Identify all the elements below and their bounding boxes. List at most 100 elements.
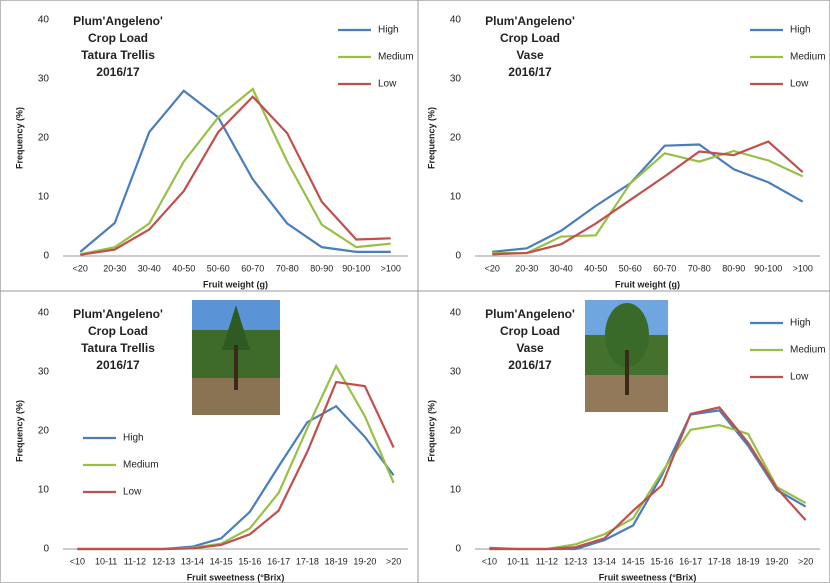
legend-label: Low <box>378 79 397 90</box>
x-tick-label: 17-18 <box>708 556 731 566</box>
x-tick-label: 30-40 <box>138 263 161 273</box>
y-tick-label: 10 <box>38 192 50 203</box>
chart-title: Vase <box>516 341 544 355</box>
legend-label: Low <box>790 372 809 383</box>
y-tick-label: 40 <box>38 15 50 26</box>
legend-label: Medium <box>790 345 826 356</box>
x-axis-label: Fruit sweetness (°Brix) <box>187 572 285 582</box>
x-tick-label: 18-19 <box>737 556 760 566</box>
series-line <box>79 89 391 253</box>
y-tick-label: 40 <box>38 308 50 319</box>
x-axis-label: Fruit weight (g) <box>615 279 680 289</box>
x-tick-label: <10 <box>482 556 497 566</box>
x-tick-label: 19-20 <box>353 556 376 566</box>
x-tick-label: 40-50 <box>584 263 607 273</box>
y-tick-label: 20 <box>38 133 50 144</box>
chart-title: Crop Load <box>88 324 148 338</box>
x-tick-label: 20-30 <box>515 263 538 273</box>
y-tick-label: 10 <box>450 192 462 203</box>
x-tick-label: 90-100 <box>342 263 370 273</box>
series-line <box>489 406 807 551</box>
x-tick-label: 16-17 <box>679 556 702 566</box>
y-tick-label: 30 <box>38 74 50 85</box>
x-tick-label: 20-30 <box>103 263 126 273</box>
chart-title: 2016/17 <box>96 358 140 372</box>
x-tick-label: >100 <box>793 263 813 273</box>
y-tick-label: 0 <box>455 544 461 555</box>
x-tick-label: 90-100 <box>754 263 782 273</box>
x-tick-label: 13-14 <box>181 556 204 566</box>
x-tick-label: >100 <box>381 263 401 273</box>
chart-title: Crop Load <box>500 324 560 338</box>
chart-title: Crop Load <box>500 31 560 45</box>
chart-title: 2016/17 <box>96 65 140 79</box>
chart-title: Tatura Trellis <box>81 341 155 355</box>
legend-label: Medium <box>378 52 414 63</box>
y-axis-label: Frequency (%) <box>14 400 24 462</box>
y-tick-label: 10 <box>450 485 462 496</box>
y-tick-label: 30 <box>450 367 462 378</box>
y-axis-label: Frequency (%) <box>14 107 24 169</box>
x-tick-label: 11-12 <box>536 556 558 566</box>
x-tick-label: 15-16 <box>650 556 673 566</box>
y-tick-label: 30 <box>450 74 462 85</box>
x-tick-label: 80-90 <box>310 263 333 273</box>
y-axis-label: Frequency (%) <box>426 107 436 169</box>
x-tick-label: 10-11 <box>507 556 529 566</box>
x-tick-label: <20 <box>73 263 88 273</box>
x-tick-label: <10 <box>70 556 85 566</box>
x-tick-label: 13-14 <box>593 556 616 566</box>
y-tick-label: 0 <box>43 251 49 262</box>
chart-title: 2016/17 <box>508 358 552 372</box>
x-tick-label: >20 <box>386 556 401 566</box>
series-line <box>80 95 391 256</box>
legend-label: Low <box>123 487 142 498</box>
x-tick-label: 10-11 <box>95 556 117 566</box>
y-tick-label: 40 <box>450 15 462 26</box>
series-line <box>77 380 395 551</box>
legend-label: High <box>790 25 811 36</box>
x-tick-label: 60-70 <box>241 263 264 273</box>
x-tick-label: <20 <box>485 263 500 273</box>
x-tick-label: 12-13 <box>564 556 587 566</box>
photo <box>192 300 280 415</box>
x-tick-label: 19-20 <box>765 556 788 566</box>
y-tick-label: 20 <box>38 426 50 437</box>
y-tick-label: 30 <box>38 367 50 378</box>
legend-label: Medium <box>790 52 826 63</box>
x-axis-label: Fruit weight (g) <box>203 279 268 289</box>
chart-title: Plum'Angeleno' <box>73 14 163 28</box>
x-tick-label: 12-13 <box>152 556 175 566</box>
series-line <box>492 143 804 253</box>
x-tick-label: 50-60 <box>207 263 230 273</box>
x-tick-label: 80-90 <box>722 263 745 273</box>
series-line <box>492 140 804 256</box>
x-axis-label: Fruit sweetness (°Brix) <box>599 572 697 582</box>
legend-label: Medium <box>123 460 159 471</box>
x-tick-label: 60-70 <box>653 263 676 273</box>
y-tick-label: 0 <box>455 251 461 262</box>
x-tick-label: 14-15 <box>622 556 645 566</box>
x-tick-label: 18-19 <box>325 556 348 566</box>
series-line <box>80 87 391 256</box>
legend-label: Low <box>790 79 809 90</box>
y-tick-label: 10 <box>38 485 50 496</box>
chart-title: Plum'Angeleno' <box>485 307 575 321</box>
x-tick-label: 16-17 <box>267 556 290 566</box>
y-tick-label: 20 <box>450 133 462 144</box>
x-tick-label: 14-15 <box>210 556 233 566</box>
x-tick-label: >20 <box>798 556 813 566</box>
y-tick-label: 0 <box>43 544 49 555</box>
chart-title: 2016/17 <box>508 65 552 79</box>
y-tick-label: 20 <box>450 426 462 437</box>
x-tick-label: 15-16 <box>238 556 261 566</box>
y-tick-label: 40 <box>450 308 462 319</box>
x-tick-label: 40-50 <box>172 263 195 273</box>
chart-title: Plum'Angeleno' <box>73 307 163 321</box>
chart-title: Tatura Trellis <box>81 48 155 62</box>
photo <box>585 300 668 412</box>
legend-label: High <box>123 433 144 444</box>
x-tick-label: 17-18 <box>296 556 319 566</box>
series-line <box>492 149 804 255</box>
